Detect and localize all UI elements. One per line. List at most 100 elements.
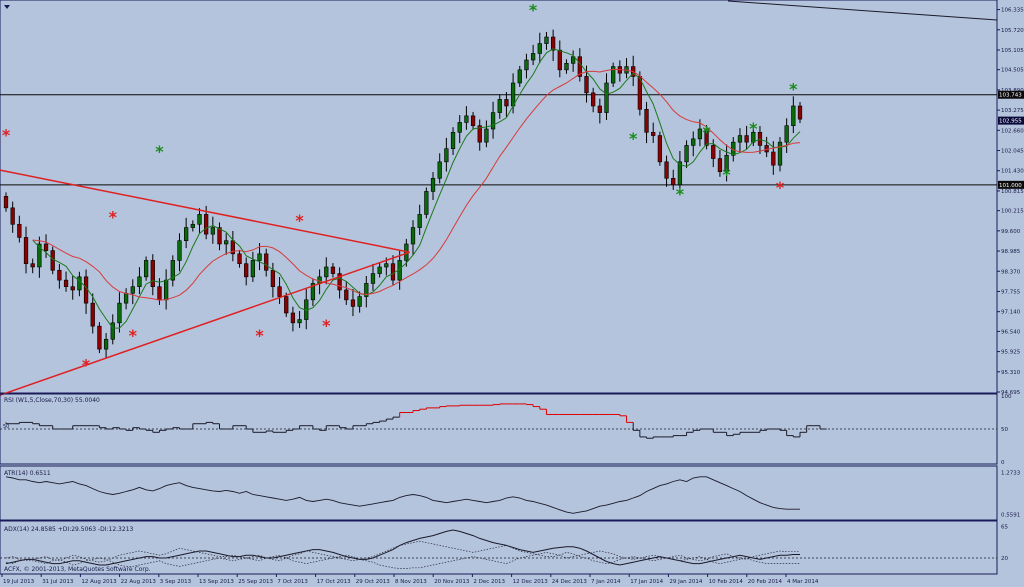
rsi-tick-label: 0 [1001,460,1005,466]
time-axis: 19 Jul 2013 31 Jul 2013 12 Aug 2013 22 Aug … [1,574,819,585]
price-tick-label: 97.755 [1001,289,1021,295]
price-tick-label: 105.105 [1001,48,1024,54]
candle-up [437,161,442,179]
time-axis-label: 7 Oct 2013 [277,579,308,585]
candle-down [597,105,602,113]
candle-down [757,131,763,146]
candle-up [724,154,729,173]
adx-panel[interactable]: ADX(14) 24.8585 +DI:29.5063 -DI:12.3213 … [0,520,1008,575]
fractal-low-marker: * [255,326,264,345]
price-tick-label: 96.540 [1001,329,1021,335]
fractal-high-marker: * [629,129,638,148]
candle-down [57,269,62,281]
price-tick-label: 104.505 [1001,68,1024,74]
candle-up [604,82,609,113]
candle-down [70,286,75,291]
atr-panel[interactable]: ATR(14) 0.6511 1.2733 0.5591 [0,465,1021,521]
price-tick-label: 101.430 [1001,169,1024,175]
candle-down [550,36,556,51]
fractal-high-marker: * [722,165,731,184]
fractal-high-marker: * [155,142,164,161]
copyright-text: ACFX, © 2001-2013, MetaQuotes Software C… [4,566,151,573]
candle-up [377,266,382,274]
candle-up [450,131,456,150]
candle-down [744,135,749,143]
ma-slow-line [32,68,801,301]
candle-down [704,128,709,146]
candle-down [671,177,676,186]
price-panel[interactable]: 106.335105.720105.105104.505103.890103.2… [0,0,1024,396]
fractal-low-marker: * [322,316,331,335]
price-tick-label: 106.335 [1001,8,1024,14]
candle-up [197,214,202,225]
candle-up [424,191,429,215]
candle-up [163,279,169,301]
adx-panel-frame [0,520,998,575]
candle-up [170,260,175,281]
candle-up [123,292,129,304]
candle-down [584,76,589,94]
level-label-box [998,90,1024,99]
rsi-panel[interactable]: RSI (W1,5,Close,70,30) 55.0040 100 50 0 50 [0,393,1012,466]
triangle-down-icon[interactable] [4,5,10,9]
candle-up [784,125,789,143]
candle-down [470,115,476,127]
candle-down [157,286,162,301]
price-tick-label: 97.140 [1001,310,1021,316]
candle-down [23,237,29,265]
candle-up [184,227,189,242]
candle-down [390,263,396,281]
candle-up [510,82,516,107]
candle-up [310,283,316,301]
candle-up [490,112,496,130]
candle-down [230,240,235,255]
time-axis-label: 7 Jan 2014 [591,579,621,585]
atr-panel-frame [0,465,998,521]
adx-tick-label: 20 [1001,556,1008,562]
candle-up [517,69,522,84]
candle-up [143,260,149,278]
candle-up [210,227,215,235]
candle-up [524,59,529,71]
adx-tick-label: 65 [1001,525,1008,531]
candle-down [330,266,336,274]
candle-up [257,253,262,261]
candle-up [737,135,743,143]
price-tick-label: 94.695 [1001,390,1021,396]
candle-down [504,99,509,107]
candle-up [684,145,689,163]
candle-up [530,53,536,61]
fractal-low-marker: * [776,178,785,197]
fractal-high-marker: * [702,122,711,141]
candle-down [711,145,716,159]
level-label-box [998,180,1024,189]
rsi-midline-label: 50 [3,424,9,430]
fractal-high-marker: * [789,80,798,99]
candle-up [357,296,362,307]
candle-down [577,56,582,77]
fractal-low-marker: * [2,126,11,145]
fractal-high-marker: * [529,1,538,20]
time-axis-label: 17 Jan 2014 [630,579,663,585]
candle-down [657,135,663,163]
level-label: 101.000 [999,183,1022,189]
candle-up [130,286,135,294]
candle-up [370,273,376,284]
price-tick-label: 102.045 [1001,149,1024,155]
candle-down [10,207,15,225]
fractal-low-marker: * [109,208,118,227]
candle-down [150,260,155,288]
time-axis-label: 24 Dec 2013 [552,579,588,585]
fractal-high-marker: * [749,119,758,138]
candle-down [97,325,102,350]
candle-down [244,263,249,278]
fractal-low-marker: * [129,326,138,345]
candle-up [497,99,502,113]
price-tick-label: 95.310 [1001,370,1021,376]
candle-down [204,214,209,235]
candle-down [264,253,269,271]
candle-down [30,263,35,268]
candle-up [110,322,115,340]
candle-down [290,312,296,324]
